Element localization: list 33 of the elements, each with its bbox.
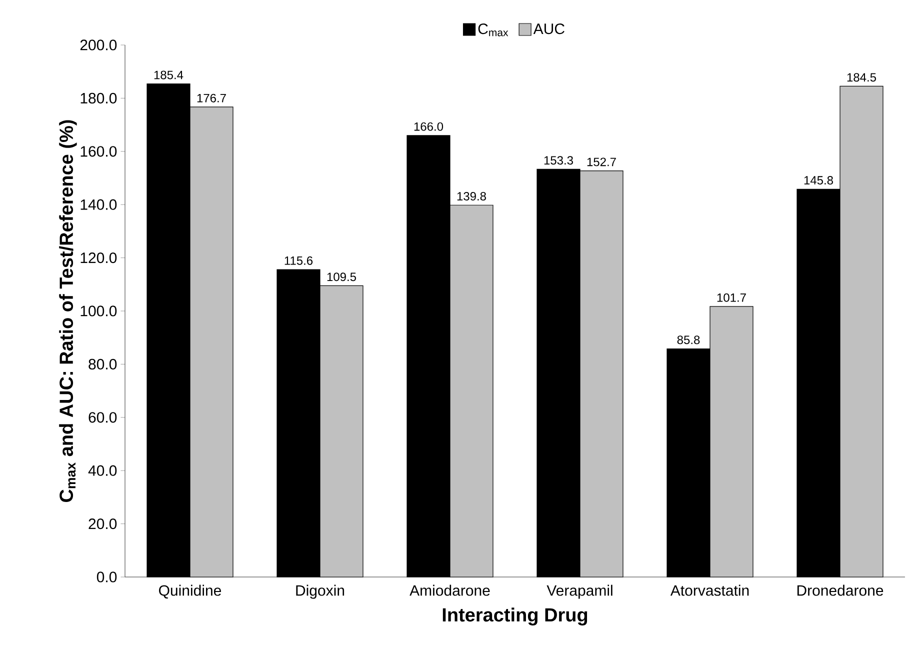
data-label: 145.8 xyxy=(804,176,833,185)
data-label: 185.4 xyxy=(154,70,184,80)
data-label: 166.0 xyxy=(414,122,444,131)
x-tick-label: Verapamil xyxy=(546,584,612,599)
data-label: 115.6 xyxy=(284,256,313,265)
x-tick-label: Quinidine xyxy=(159,584,222,599)
y-tick-label: 180.0 xyxy=(80,92,117,104)
data-label: 101.7 xyxy=(717,293,746,302)
data-label: 139.8 xyxy=(457,192,486,200)
data-label: 184.5 xyxy=(847,73,876,82)
x-tick-label: Digoxin xyxy=(296,584,344,599)
y-tick-label: 140.0 xyxy=(80,199,117,210)
data-label: 152.7 xyxy=(587,158,616,166)
x-tick-label: Amiodarone xyxy=(410,584,490,596)
legend-label: AUC xyxy=(533,24,564,34)
y-tick-label: 20.0 xyxy=(88,518,117,530)
y-axis-title: C$_{max}$ and AUC: Ratio of Test/Reference (%) xyxy=(59,120,77,502)
y-tick-label: 200.0 xyxy=(80,40,117,50)
data-label: 109.5 xyxy=(327,272,356,282)
y-tick-label: 0.0 xyxy=(96,572,117,582)
x-tick-label: Dronedarone xyxy=(797,584,884,596)
data-label: 153.3 xyxy=(544,156,573,165)
y-tick-label: 120.0 xyxy=(80,252,117,264)
legend-label: C$_{max}$ xyxy=(478,24,508,36)
y-tick-label: 60.0 xyxy=(88,412,117,423)
data-label: 85.8 xyxy=(677,336,700,344)
y-tick-label: 100.0 xyxy=(80,306,117,316)
x-axis-title: Interacting Drug xyxy=(442,608,588,626)
x-tick-label: Atorvastatin xyxy=(670,584,749,596)
data-label: 176.7 xyxy=(197,94,226,102)
y-tick-label: 160.0 xyxy=(80,146,117,157)
y-tick-label: 40.0 xyxy=(88,465,117,476)
y-tick-label: 80.0 xyxy=(88,358,117,370)
